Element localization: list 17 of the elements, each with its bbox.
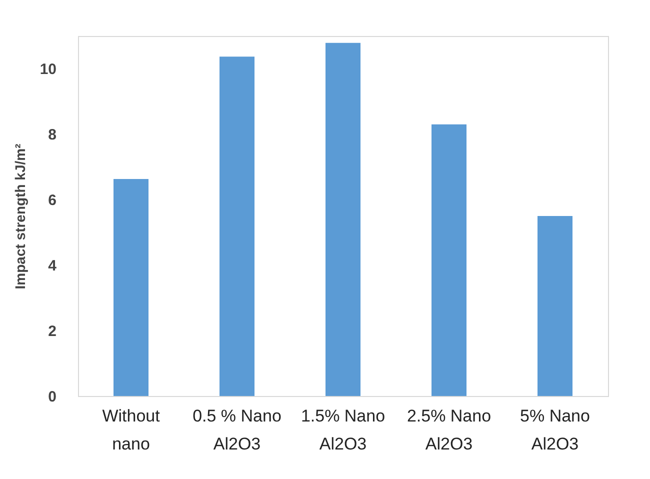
y-tick-label: 6 bbox=[48, 192, 56, 210]
y-axis-title: Impact strength kJ/m² bbox=[12, 143, 28, 290]
bar bbox=[326, 42, 360, 396]
y-tick-label: 10 bbox=[40, 61, 56, 78]
bar bbox=[114, 179, 148, 396]
x-tick-label: Without nano bbox=[102, 406, 160, 454]
y-tick-label: 2 bbox=[48, 323, 56, 340]
bar bbox=[432, 124, 466, 396]
bar bbox=[220, 56, 254, 396]
x-tick-label: 0.5 % Nano Al2O3 bbox=[192, 406, 282, 454]
x-tick-label: 2.5% Nano Al2O3 bbox=[406, 406, 492, 454]
y-tick-label: 0 bbox=[48, 388, 56, 406]
x-tick-label: 1.5% Nano Al2O3 bbox=[300, 406, 386, 454]
y-tick-label: 8 bbox=[48, 126, 56, 144]
y-tick-label: 4 bbox=[48, 258, 58, 275]
x-tick-label: 5% Nano Al2O3 bbox=[520, 406, 590, 454]
bar bbox=[538, 216, 572, 396]
